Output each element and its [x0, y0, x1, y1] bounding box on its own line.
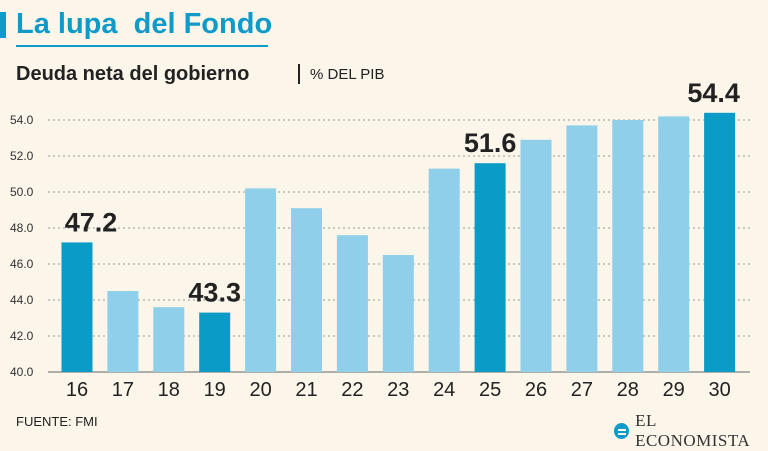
bar-21: [291, 208, 322, 372]
x-tick-label: 21: [295, 379, 317, 401]
bar-23: [382, 255, 414, 372]
x-tick-label: 26: [525, 379, 547, 401]
brand-logo-icon: [614, 423, 630, 439]
bar-28: [612, 120, 644, 372]
source-note: FUENTE: FMI: [16, 414, 98, 429]
x-tick-label: 28: [617, 379, 639, 401]
y-tick-label: 40.0: [10, 365, 34, 379]
bar-22: [336, 235, 368, 372]
page-title: La lupa del Fondo: [16, 8, 273, 40]
bar-chart: 40.0 42.0 44.0 46.0 48.0 50.0 52.0 54.0 16 47.2 17…: [10, 78, 750, 401]
subtitle-separator: [298, 64, 300, 84]
bar-30: [704, 112, 736, 373]
x-tick-label: 20: [249, 379, 271, 401]
bar-20: [245, 188, 277, 372]
data-label-25: 51.6: [464, 128, 517, 158]
title-underline: [16, 45, 268, 47]
brand-name: EL ECONOMISTA: [635, 411, 751, 450]
data-label-16: 47.2: [65, 207, 118, 237]
chart-subtitle: Deuda neta del gobierno: [16, 63, 250, 85]
data-label-19: 43.3: [188, 278, 241, 308]
x-tick-label: 27: [571, 379, 593, 401]
bar-25: [474, 163, 506, 372]
bar-27: [566, 125, 598, 373]
bar-17: [107, 291, 139, 372]
x-tick-label: 16: [66, 379, 88, 401]
y-tick-label: 46.0: [10, 257, 34, 271]
y-tick-label: 44.0: [10, 293, 34, 307]
bar-16: [61, 242, 93, 372]
brand-logo: EL ECONOMISTA: [614, 411, 768, 451]
x-tick-label: 24: [433, 379, 455, 401]
bar-26: [520, 139, 552, 372]
x-tick-label: 25: [479, 379, 501, 401]
y-tick-label: 48.0: [10, 221, 34, 235]
y-tick-label: 52.0: [10, 149, 34, 163]
y-tick-label: 54.0: [10, 113, 34, 127]
x-tick-label: 19: [204, 379, 226, 401]
x-tick-label: 17: [112, 379, 134, 401]
bar-29: [658, 116, 690, 373]
bar-18: [153, 307, 185, 372]
x-tick-label: 29: [663, 379, 685, 401]
bar-24: [428, 168, 460, 372]
data-label-30: 54.4: [687, 78, 740, 108]
title-accent-bar: [0, 12, 6, 38]
y-tick-label: 50.0: [10, 185, 34, 199]
x-tick-label: 18: [158, 379, 180, 401]
chart-unit: % DEL PIB: [310, 66, 385, 83]
bar-19: [199, 312, 231, 372]
y-tick-label: 42.0: [10, 329, 34, 343]
x-tick-label: 30: [708, 379, 730, 401]
x-tick-label: 22: [341, 379, 363, 401]
x-tick-label: 23: [387, 379, 409, 401]
